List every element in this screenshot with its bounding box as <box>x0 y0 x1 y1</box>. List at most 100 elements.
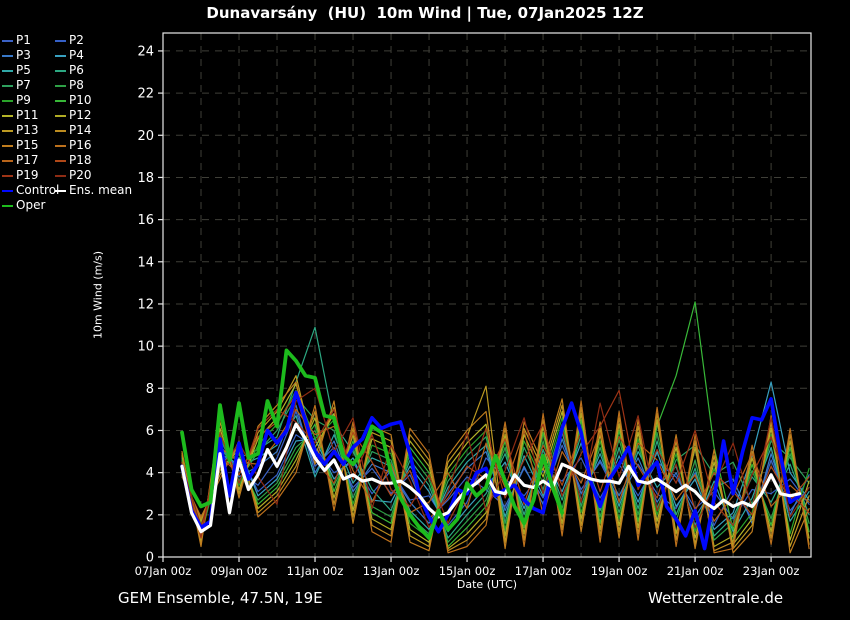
legend-label: P5 <box>16 63 31 77</box>
legend-label: P15 <box>16 138 39 152</box>
legend-row-p9: P9 <box>2 93 31 108</box>
legend-swatch <box>55 114 66 117</box>
legend-swatch <box>55 159 66 162</box>
x-tick-label: 13Jan 00z <box>363 564 420 578</box>
legend-label: P8 <box>69 78 84 92</box>
legend-swatch <box>2 204 13 207</box>
footer-branding: Wetterzentrale.de <box>648 589 784 607</box>
legend-label: P14 <box>69 123 92 137</box>
y-tick-label: 22 <box>137 87 154 102</box>
legend-row-p18: P18 <box>55 153 92 168</box>
legend-swatch <box>55 39 66 42</box>
legend-label: P11 <box>16 108 39 122</box>
legend-label: P1 <box>16 33 31 47</box>
y-tick-label: 20 <box>137 129 154 144</box>
legend-label: P4 <box>69 48 84 62</box>
legend-swatch <box>55 144 66 147</box>
legend-swatch <box>2 189 13 192</box>
legend-swatch <box>2 129 13 132</box>
legend-swatch <box>2 114 13 117</box>
legend-swatch <box>2 39 13 42</box>
plot-frame <box>162 32 812 558</box>
legend-swatch <box>2 174 13 177</box>
legend-row-control: Control <box>2 183 59 198</box>
y-tick-label: 16 <box>137 213 154 228</box>
legend-row-p8: P8 <box>55 78 84 93</box>
legend-row-p19: P19 <box>2 168 39 183</box>
legend-label: P9 <box>16 93 31 107</box>
legend-label: P7 <box>16 78 31 92</box>
legend-label: P10 <box>69 93 92 107</box>
legend-swatch <box>55 84 66 87</box>
legend-label: P17 <box>16 153 39 167</box>
legend-row-p17: P17 <box>2 153 39 168</box>
legend-swatch <box>55 54 66 57</box>
y-tick-label: 2 <box>146 508 154 523</box>
legend-label: P3 <box>16 48 31 62</box>
legend-row-p10: P10 <box>55 93 92 108</box>
legend-label: P13 <box>16 123 39 137</box>
legend-swatch <box>55 99 66 102</box>
legend-label: P18 <box>69 153 92 167</box>
y-tick-label: 6 <box>146 424 154 439</box>
series-line-oper <box>180 348 564 540</box>
x-tick-label: 23Jan 00z <box>743 564 800 578</box>
legend-label: Oper <box>16 198 46 212</box>
footer-model-info: GEM Ensemble, 47.5N, 19E <box>118 589 323 607</box>
legend-swatch <box>2 159 13 162</box>
y-tick-label: 18 <box>137 171 154 186</box>
legend-swatch <box>55 174 66 177</box>
legend-row-oper: Oper <box>2 198 45 213</box>
legend-row-p11: P11 <box>2 108 39 123</box>
x-tick-label: 17Jan 00z <box>515 564 572 578</box>
legend-label: P20 <box>69 168 92 182</box>
legend-swatch <box>55 189 66 192</box>
series-line-p19 <box>181 389 810 539</box>
series-line-p16 <box>181 400 810 554</box>
legend-swatch <box>2 144 13 147</box>
legend-row-p1: P1 <box>2 33 31 48</box>
legend-label: Ens. mean <box>69 183 133 197</box>
legend-row-p16: P16 <box>55 138 92 153</box>
y-tick-label: 24 <box>137 44 154 59</box>
legend-row-p13: P13 <box>2 123 39 138</box>
legend-label: Control <box>16 183 60 197</box>
x-tick-label: 07Jan 00z <box>135 564 192 578</box>
legend-row-p6: P6 <box>55 63 84 78</box>
legend-row-p12: P12 <box>55 108 92 123</box>
legend-row-p2: P2 <box>55 33 84 48</box>
series-line-ens-mean <box>180 422 802 534</box>
legend-label: P19 <box>16 168 39 182</box>
legend-label: P6 <box>69 63 84 77</box>
x-tick-label: 21Jan 00z <box>667 564 724 578</box>
legend-row-ens-mean: Ens. mean <box>55 183 132 198</box>
chart-title: Dunavarsány (HU) 10m Wind | Tue, 07Jan20… <box>206 4 644 22</box>
legend-row-p3: P3 <box>2 48 31 63</box>
legend-row-p5: P5 <box>2 63 31 78</box>
legend-row-p15: P15 <box>2 138 39 153</box>
legend-label: P12 <box>69 108 92 122</box>
x-tick-label: 15Jan 00z <box>439 564 496 578</box>
legend-row-p7: P7 <box>2 78 31 93</box>
legend-row-p4: P4 <box>55 48 84 63</box>
legend-label: P16 <box>69 138 92 152</box>
legend-swatch <box>2 84 13 87</box>
y-tick-label: 12 <box>137 297 154 312</box>
y-tick-label: 10 <box>137 340 154 355</box>
y-tick-label: 4 <box>146 466 154 481</box>
legend-swatch <box>55 69 66 72</box>
y-tick-label: 0 <box>146 551 154 566</box>
x-tick-label: 09Jan 00z <box>211 564 268 578</box>
x-tick-label: 11Jan 00z <box>287 564 344 578</box>
legend-label: P2 <box>69 33 84 47</box>
legend-row-p14: P14 <box>55 123 92 138</box>
legend-row-p20: P20 <box>55 168 92 183</box>
legend-swatch <box>2 99 13 102</box>
x-tick-label: 19Jan 00z <box>591 564 648 578</box>
y-tick-label: 8 <box>146 382 154 397</box>
x-axis-title: Date (UTC) <box>456 578 518 591</box>
legend-swatch <box>2 54 13 57</box>
y-axis-title: 10m Wind (m/s) <box>91 250 105 340</box>
